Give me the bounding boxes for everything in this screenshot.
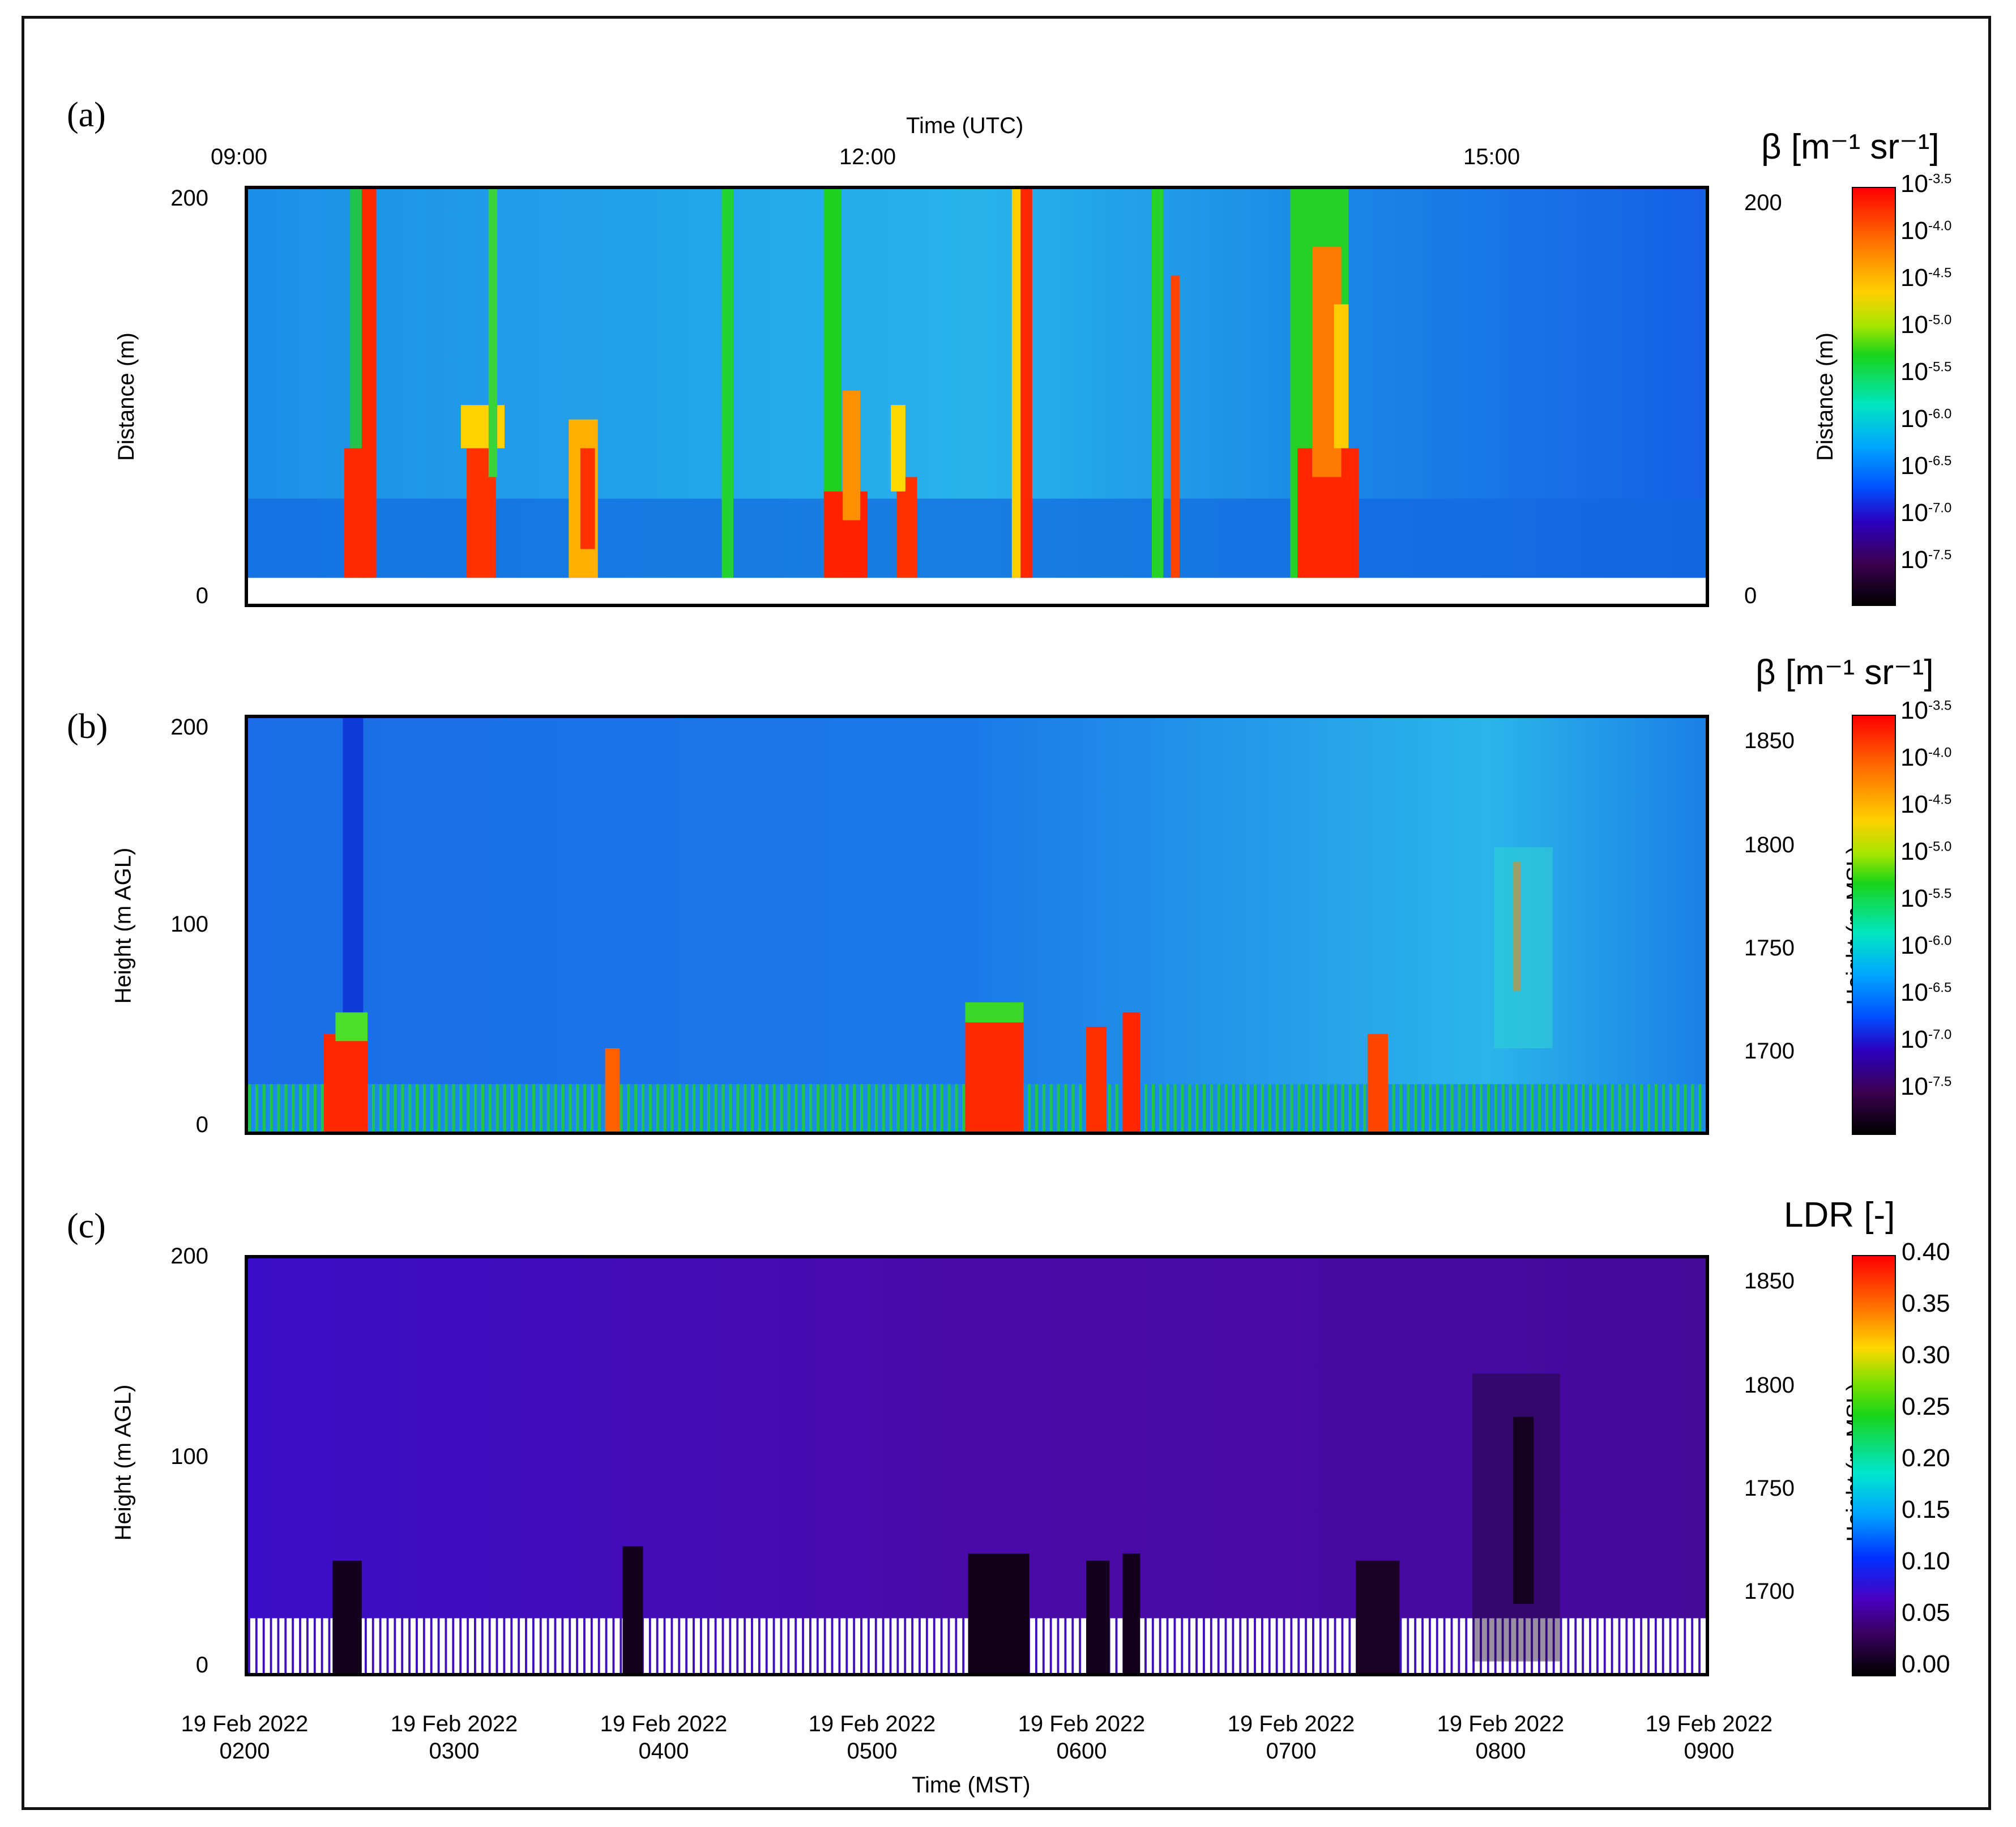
heatmap-c	[248, 1258, 1706, 1673]
cbar-c-lab-2: 0.30	[1902, 1341, 1950, 1369]
c-ytick-0: 0	[195, 1653, 208, 1677]
plot-c	[245, 1255, 1709, 1676]
panel-label-b: (b)	[67, 707, 108, 746]
cbar-b-lab-2: 10-4.5	[1900, 791, 1952, 818]
b-ytick-right-1850: 1850	[1744, 728, 1795, 753]
plot-a	[245, 186, 1709, 607]
colorbar-a	[1852, 187, 1896, 606]
colorbar-b	[1852, 715, 1896, 1135]
cbar-a-title: β [m⁻¹ sr⁻¹]	[1761, 127, 1940, 167]
c-ytick-200: 200	[170, 1244, 208, 1269]
utc-tick-1200: 12:00	[839, 144, 896, 169]
xtick-0: 19 Feb 2022 0200	[181, 1711, 309, 1764]
a-ylabel-left: Distance (m)	[113, 332, 139, 461]
cbar-c-title: LDR [-]	[1784, 1196, 1895, 1235]
xtick-5: 19 Feb 2022 0700	[1227, 1711, 1355, 1764]
c-ylabel-left: Height (m AGL)	[110, 1384, 136, 1541]
cbar-b-lab-5: 10-6.0	[1900, 932, 1952, 959]
c-ytick-100: 100	[170, 1444, 208, 1469]
cbar-a-lab-5: 10-6.0	[1900, 405, 1952, 433]
a-ylabel-right: Distance (m)	[1812, 332, 1838, 461]
top-axis-title: Time (UTC)	[906, 113, 1024, 138]
heatmap-a	[248, 189, 1706, 604]
cbar-a-lab-1: 10-4.0	[1900, 217, 1952, 245]
colorbar-c	[1852, 1255, 1896, 1676]
b-ytick-right-1800: 1800	[1744, 833, 1795, 857]
x-axis-title: Time (MST)	[912, 1773, 1031, 1798]
c-ytick-right-1800: 1800	[1744, 1373, 1795, 1398]
cbar-a-lab-2: 10-4.5	[1900, 264, 1952, 292]
c-ytick-right-1700: 1700	[1744, 1579, 1795, 1604]
xtick-3: 19 Feb 2022 0500	[808, 1711, 936, 1764]
utc-tick-0900: 09:00	[211, 144, 268, 169]
cbar-b-lab-4: 10-5.5	[1900, 885, 1952, 912]
plot-b	[245, 715, 1709, 1135]
cbar-a-lab-4: 10-5.5	[1900, 358, 1952, 386]
a-ytick-right-200: 200	[1744, 190, 1782, 215]
cbar-b-lab-0: 10-3.5	[1900, 697, 1952, 724]
cbar-c-lab-1: 0.35	[1902, 1290, 1950, 1317]
b-ytick-100: 100	[170, 912, 208, 937]
cbar-c-lab-8: 0.00	[1902, 1650, 1950, 1678]
cbar-a-lab-3: 10-5.0	[1900, 311, 1952, 339]
utc-tick-1500: 15:00	[1463, 144, 1520, 169]
a-ytick-0: 0	[195, 583, 208, 608]
cbar-b-lab-8: 10-7.5	[1900, 1073, 1952, 1100]
b-ylabel-left: Height (m AGL)	[110, 847, 136, 1004]
cbar-c-lab-7: 0.05	[1902, 1599, 1950, 1627]
cbar-a-lab-8: 10-7.5	[1900, 546, 1952, 574]
cbar-a-lab-7: 10-7.0	[1900, 499, 1952, 527]
c-ytick-right-1750: 1750	[1744, 1476, 1795, 1501]
cbar-c-lab-6: 0.10	[1902, 1547, 1950, 1575]
b-ytick-200: 200	[170, 715, 208, 740]
panel-label-a: (a)	[67, 96, 106, 134]
xtick-6: 19 Feb 2022 0800	[1437, 1711, 1565, 1764]
cbar-c-lab-0: 0.40	[1902, 1238, 1950, 1266]
b-ytick-right-1750: 1750	[1744, 936, 1795, 961]
b-ytick-right-1700: 1700	[1744, 1039, 1795, 1064]
cbar-b-lab-6: 10-6.5	[1900, 979, 1952, 1006]
cbar-b-lab-3: 10-5.0	[1900, 838, 1952, 865]
xtick-2: 19 Feb 2022 0400	[600, 1711, 728, 1764]
cbar-c-lab-4: 0.20	[1902, 1444, 1950, 1472]
a-ytick-200: 200	[170, 186, 208, 211]
c-ytick-right-1850: 1850	[1744, 1269, 1795, 1294]
xtick-1: 19 Feb 2022 0300	[390, 1711, 518, 1764]
cbar-b-lab-7: 10-7.0	[1900, 1026, 1952, 1053]
panel-label-c: (c)	[67, 1207, 106, 1245]
b-ytick-0: 0	[195, 1112, 208, 1137]
plumes-b	[323, 847, 1553, 1132]
cbar-b-title: β [m⁻¹ sr⁻¹]	[1756, 653, 1934, 692]
heatmap-b	[248, 718, 1706, 1132]
xtick-4: 19 Feb 2022 0600	[1018, 1711, 1146, 1764]
figure-frame	[22, 16, 1991, 1810]
cbar-c-lab-3: 0.25	[1902, 1393, 1950, 1420]
xtick-7: 19 Feb 2022 0900	[1645, 1711, 1773, 1764]
plumes-a	[344, 189, 1359, 578]
cbar-c-lab-5: 0.15	[1902, 1496, 1950, 1523]
a-ytick-right-0: 0	[1744, 583, 1757, 608]
cbar-a-lab-0: 10-3.5	[1900, 170, 1952, 198]
cbar-a-lab-6: 10-6.5	[1900, 452, 1952, 480]
plumes-c	[332, 1373, 1560, 1673]
cbar-b-lab-1: 10-4.0	[1900, 744, 1952, 771]
